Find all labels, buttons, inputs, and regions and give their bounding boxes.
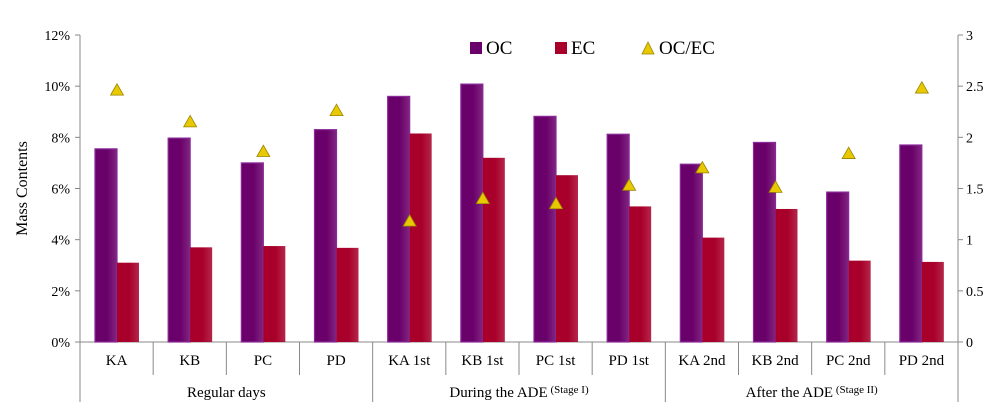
oc-bar bbox=[826, 191, 850, 343]
y-right-tick-label: 2 bbox=[966, 131, 973, 146]
ec-bar bbox=[336, 247, 359, 342]
group-label-stage: (Stage I) bbox=[548, 384, 589, 396]
category-label: PC 2nd bbox=[826, 353, 871, 369]
y-right-tick-label: 1.5 bbox=[966, 183, 984, 198]
oc-bar bbox=[240, 162, 264, 343]
ec-bar bbox=[556, 175, 578, 342]
group-label: Regular days bbox=[187, 385, 266, 401]
group-label: After the ADE (Stage II) bbox=[746, 384, 878, 401]
ec-bar bbox=[848, 260, 871, 342]
y-left-tick-label: 8% bbox=[51, 131, 70, 146]
category-label: KB 2nd bbox=[752, 353, 800, 369]
group-label-text: Regular days bbox=[187, 385, 266, 401]
ec-bar bbox=[117, 262, 139, 342]
ec-bar bbox=[629, 206, 652, 342]
oc-ec-marker bbox=[621, 178, 637, 191]
group-label-stage: (Stage II) bbox=[833, 384, 878, 396]
y-left-tick-label: 6% bbox=[51, 183, 70, 198]
ec-bar bbox=[482, 157, 505, 342]
axes bbox=[75, 34, 963, 402]
legend-ec-label: EC bbox=[571, 38, 595, 59]
oc-bar bbox=[606, 133, 630, 343]
oc-bar bbox=[899, 144, 923, 343]
oc-bar bbox=[387, 95, 411, 343]
oc-bar bbox=[752, 141, 777, 343]
y-right-tick-label: 1 bbox=[966, 234, 973, 249]
ec-bar bbox=[775, 208, 798, 342]
oc-bar bbox=[460, 83, 484, 343]
legend-oc-label: OC bbox=[486, 38, 512, 59]
y-right-tick-label: 3 bbox=[966, 29, 973, 44]
legend-ratio-swatch bbox=[641, 41, 655, 55]
oc-bar bbox=[94, 148, 118, 343]
y-left-tick-label: 4% bbox=[51, 234, 70, 249]
oc-bar bbox=[679, 163, 703, 343]
oc-ec-marker bbox=[256, 144, 271, 157]
oc-ec-marker bbox=[548, 196, 564, 210]
oc-bar bbox=[313, 129, 338, 343]
group-label: During the ADE (Stage I) bbox=[449, 384, 589, 401]
category-label: PD 1st bbox=[609, 353, 650, 369]
category-label: PC bbox=[254, 353, 272, 369]
oc-bar bbox=[533, 115, 557, 343]
category-label: PD 2nd bbox=[899, 353, 945, 369]
ec-bar bbox=[190, 247, 213, 342]
ec-bar bbox=[409, 133, 432, 342]
category-label: KB bbox=[179, 353, 200, 369]
y-left-tick-label: 0% bbox=[51, 336, 70, 351]
ec-bar bbox=[263, 246, 286, 342]
oc-ec-marker bbox=[695, 160, 710, 174]
y-axis-title: Mass Contents bbox=[14, 141, 31, 236]
legend-ratio-label: OC/EC bbox=[659, 38, 715, 59]
bars bbox=[94, 83, 944, 343]
y-left-tick-label: 12% bbox=[44, 29, 70, 44]
oc-ec-marker bbox=[475, 191, 491, 205]
labels: 0% 2% 4% 6% 8% 10% 12% 0 0.5 1 1.5 2 2.5 3 Mass Conten… bbox=[14, 29, 984, 401]
oc-ec-marker bbox=[329, 103, 344, 117]
legend-oc-swatch bbox=[470, 42, 482, 54]
legend: OC EC OC/EC bbox=[470, 38, 715, 59]
y-left-tick-label: 2% bbox=[51, 285, 70, 300]
category-label: PC 1st bbox=[536, 353, 576, 369]
y-right-tick-label: 2.5 bbox=[966, 80, 984, 95]
oc-ec-marker bbox=[841, 146, 856, 159]
ratio-markers bbox=[109, 80, 930, 227]
ec-bar bbox=[702, 237, 725, 342]
y-left-tick-label: 10% bbox=[44, 80, 70, 95]
group-label-text: During the ADE bbox=[449, 385, 547, 401]
group-label-text: After the ADE bbox=[746, 385, 833, 401]
category-label: KA bbox=[106, 353, 128, 369]
category-label: KA 1st bbox=[388, 353, 431, 369]
y-right-tick-label: 0.5 bbox=[966, 285, 984, 300]
legend-ec-swatch bbox=[555, 42, 567, 54]
oc-ec-marker bbox=[109, 82, 125, 96]
category-label: KA 2nd bbox=[678, 353, 726, 369]
oc-bar bbox=[167, 137, 191, 343]
y-right-tick-label: 0 bbox=[966, 336, 973, 351]
category-label: PD bbox=[326, 353, 345, 369]
oc-ec-marker bbox=[402, 213, 417, 227]
oc-ec-marker bbox=[768, 180, 783, 193]
category-label: KB 1st bbox=[461, 353, 504, 369]
ec-bar bbox=[921, 261, 944, 342]
oc-ec-marker bbox=[914, 80, 930, 94]
oc-ec-marker bbox=[182, 114, 198, 128]
